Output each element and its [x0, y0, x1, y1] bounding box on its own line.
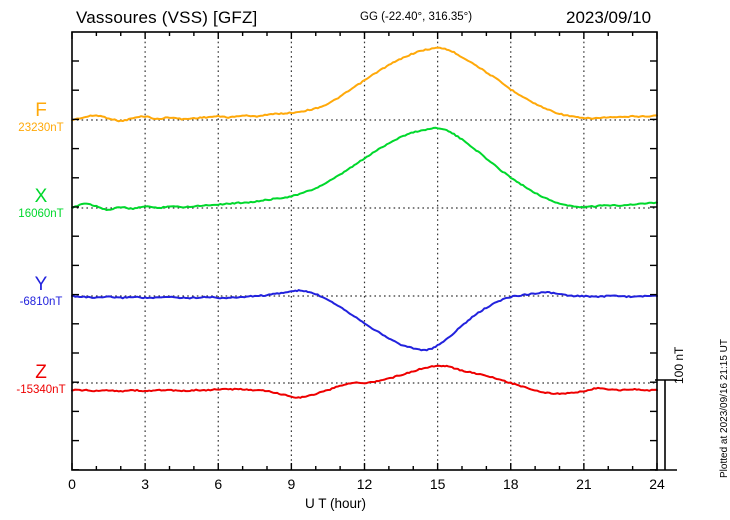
component-baseline-z: -15340nT — [16, 384, 66, 396]
x-tick-label: 12 — [356, 476, 373, 492]
x-tick-label: 24 — [649, 476, 665, 492]
plotted-at-timestamp: Plotted at 2023/09/16 21:15 UT — [719, 339, 730, 478]
trace-f — [71, 46, 658, 123]
x-tick-label: 6 — [214, 476, 223, 492]
x-tick-label: 21 — [576, 476, 592, 492]
page-title: Vassoures (VSS) [GFZ] — [76, 8, 258, 27]
x-tick-label: 15 — [429, 476, 446, 492]
component-baseline-f: 23230nT — [18, 122, 64, 134]
component-label-f: F — [35, 100, 47, 121]
component-label-y: Y — [34, 274, 48, 295]
component-baseline-y: -6810nT — [19, 296, 63, 308]
x-tick-label: 18 — [502, 476, 519, 492]
x-axis-title: U T (hour) — [305, 496, 367, 511]
trace-z — [71, 364, 658, 399]
component-label-z: Z — [35, 362, 47, 383]
geographic-coordinates: GG (-22.40°, 316.35°) — [360, 11, 473, 23]
plot-frame — [71, 31, 658, 471]
component-label-x: X — [34, 186, 48, 207]
scale-bar-label: 100 nT — [672, 346, 686, 384]
observation-date: 2023/09/10 — [566, 8, 652, 27]
trace-y — [71, 289, 658, 352]
x-tick-label: 9 — [287, 476, 296, 492]
x-tick-label: 0 — [68, 476, 76, 492]
trace-x — [71, 126, 658, 212]
component-baseline-x: 16060nT — [18, 208, 64, 220]
x-tick-label: 3 — [141, 476, 150, 492]
